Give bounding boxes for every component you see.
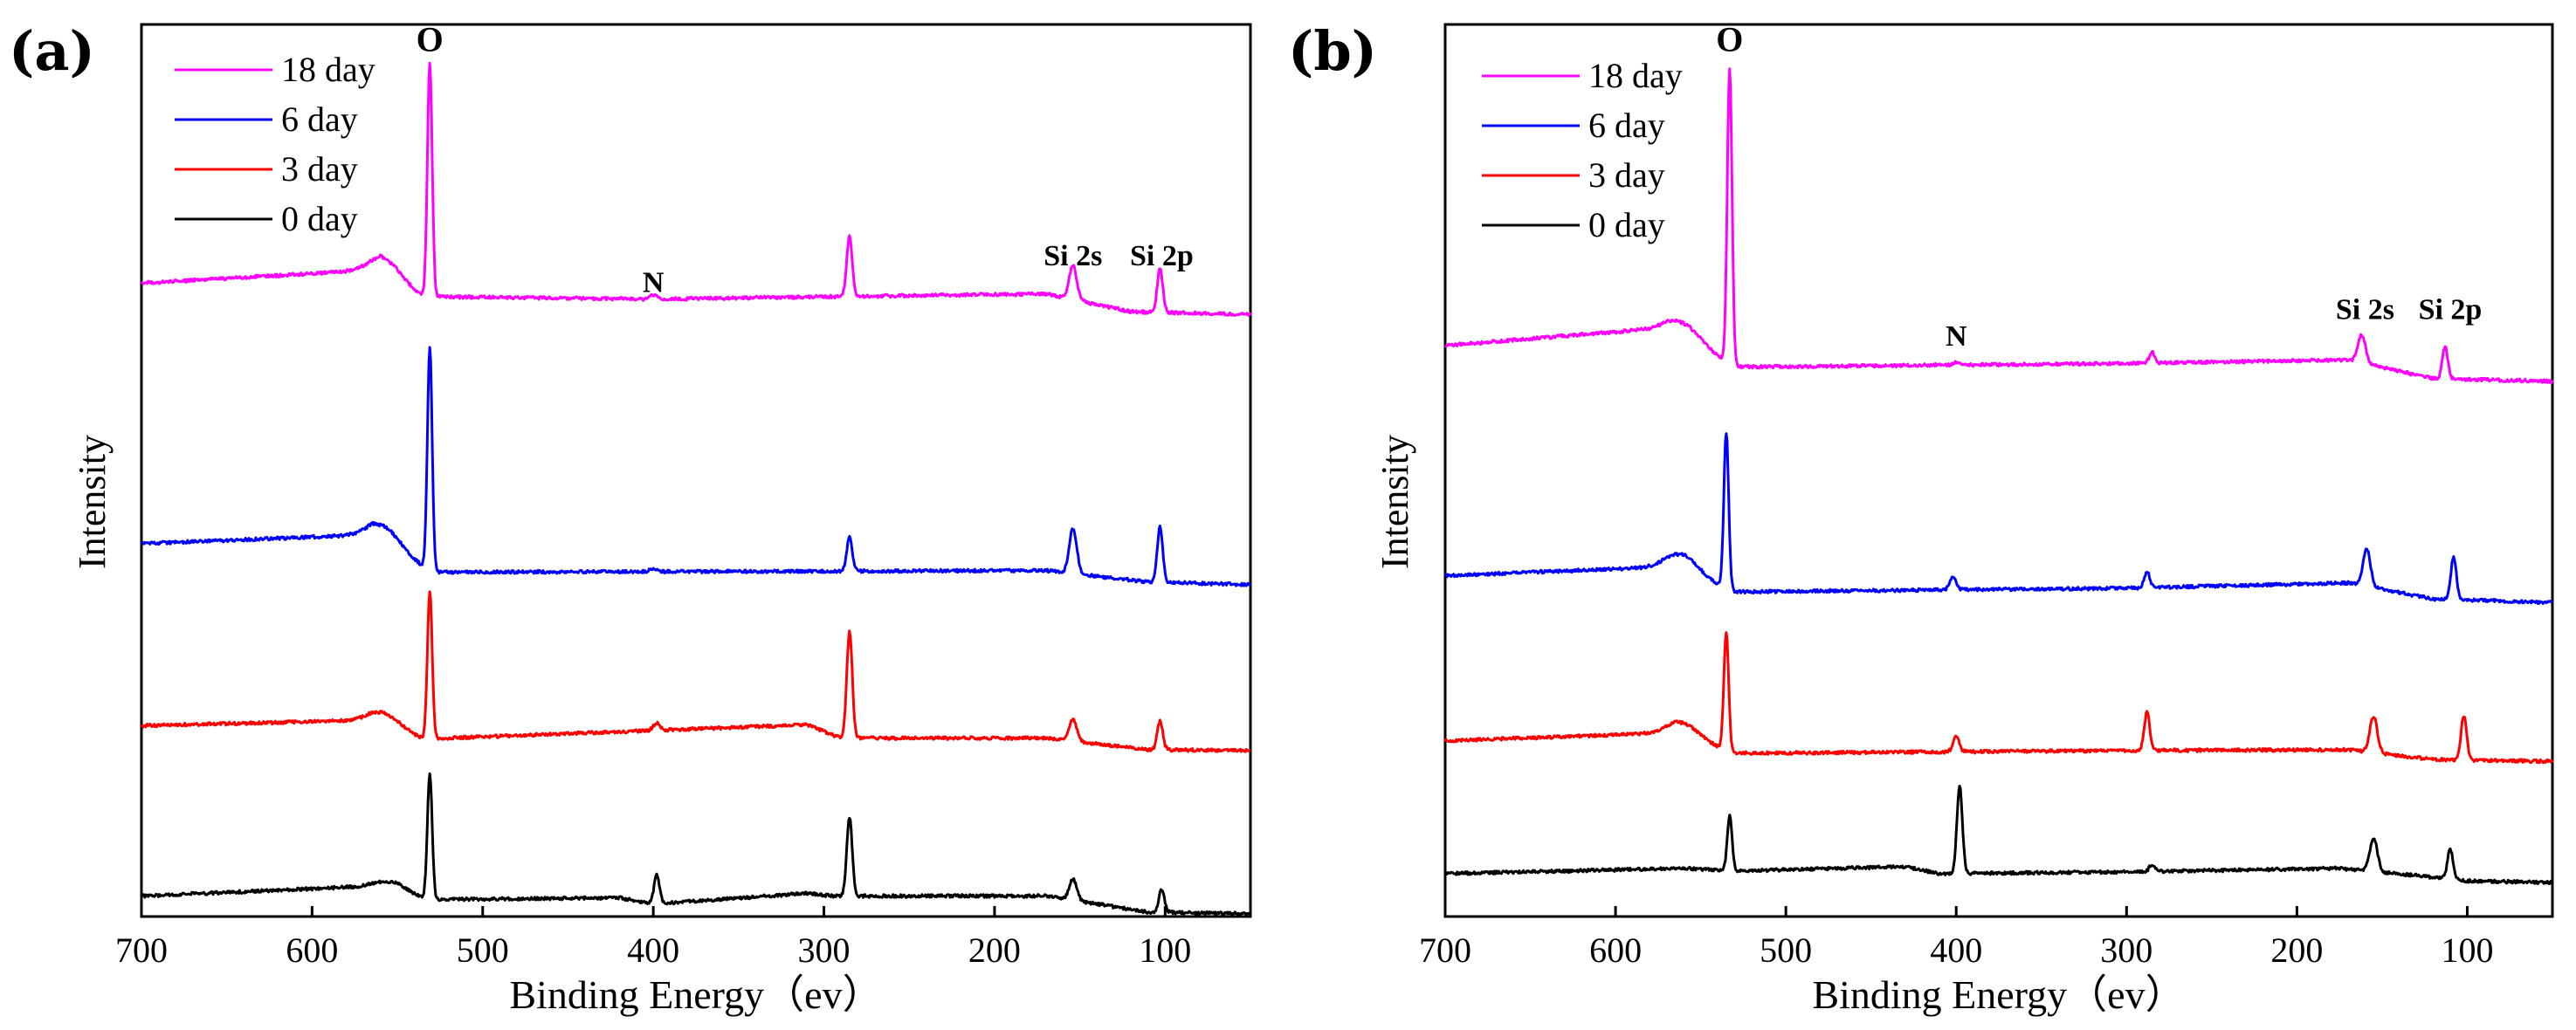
panel-a-x-tick-label: 400 xyxy=(627,930,679,970)
panel-b-peak-label: O xyxy=(1716,20,1743,59)
panel-b-x-tick-label: 600 xyxy=(1589,930,1642,970)
panel-a-legend-label: 3 day xyxy=(281,149,358,189)
panel-a-peak-labels: O N Si 2s Si 2p xyxy=(417,20,1194,299)
panel-a-series-0-day xyxy=(140,772,1252,917)
panel-b-x-tick-label: 300 xyxy=(2100,930,2152,970)
panel-b-legend-label: 3 day xyxy=(1588,155,1665,195)
panel-a-series-6-day xyxy=(141,346,1252,587)
panel-b-legend: 18 day 6 day 3 day 0 day xyxy=(1482,56,1683,244)
panel-b-x-tick-label: 400 xyxy=(1930,930,1982,970)
panel-a-x-ticks: 700 600 500 400 300 200 100 xyxy=(115,906,1191,970)
panel-b-label: (b) xyxy=(1288,19,1377,83)
panel-a-label: (a) xyxy=(9,19,95,83)
panel-a-peak-label: Si 2p xyxy=(1130,240,1194,272)
panel-a-x-axis-label: Binding Energy（ev） xyxy=(509,972,882,1017)
panel-b-plot-frame xyxy=(1443,23,2554,918)
panel-a-curves xyxy=(140,61,1252,917)
panel-b-legend-label: 0 day xyxy=(1588,205,1665,244)
panel-a-x-tick-label: 500 xyxy=(457,930,509,970)
panel-b-series-0-day xyxy=(1443,785,2553,886)
panel-b-legend-label: 18 day xyxy=(1588,56,1683,95)
panel-a-peak-label: Si 2s xyxy=(1043,240,1102,272)
panel-a-series-18-day xyxy=(140,61,1252,317)
panel-a-x-tick-label: 300 xyxy=(798,930,851,970)
panel-b-x-tick-label: 100 xyxy=(2441,930,2493,970)
panel-b-legend-label: 6 day xyxy=(1588,106,1665,145)
panel-b-peak-labels: O N Si 2s Si 2p xyxy=(1716,20,2482,353)
panel-a-x-tick-label: 100 xyxy=(1139,930,1191,970)
panel-a-series-3-day xyxy=(140,590,1251,753)
panel-b-curves xyxy=(1443,67,2554,886)
panel-a-x-tick-label: 700 xyxy=(115,930,168,970)
panel-b-peak-label: N xyxy=(1946,320,1967,353)
panel-a: (a) 700 600 500 400 300 200 100 O N Si 2s Si 2p 1… xyxy=(9,19,1252,1017)
panel-b-peak-label: Si 2p xyxy=(2419,293,2483,326)
panel-b-series-6-day xyxy=(1444,432,2554,605)
panel-a-legend-label: 0 day xyxy=(281,199,358,238)
panel-b-peak-label: Si 2s xyxy=(2336,293,2394,326)
panel-b-series-18-day xyxy=(1443,67,2554,384)
panel-a-plot-frame xyxy=(140,23,1252,918)
panel-b-x-axis-label: Binding Energy（ev） xyxy=(1812,972,2185,1017)
panel-a-peak-label: N xyxy=(643,267,665,299)
panel-b-x-tick-label: 700 xyxy=(1419,930,1471,970)
panel-b-series-3-day xyxy=(1443,631,2554,765)
panel-a-y-axis-label: Intensity xyxy=(71,435,114,569)
panel-b-x-ticks: 700 600 500 400 300 200 100 xyxy=(1419,906,2493,970)
panel-a-legend-label: 6 day xyxy=(281,100,358,139)
panel-a-legend: 18 day 6 day 3 day 0 day xyxy=(175,50,375,238)
panel-a-peak-label: O xyxy=(417,20,444,59)
panel-a-x-tick-label: 600 xyxy=(286,930,338,970)
panel-b: (b) 700 600 500 400 300 200 100 O N Si 2s Si 2p 1… xyxy=(1288,19,2554,1017)
panel-b-y-axis-label: Intensity xyxy=(1374,435,1416,569)
panel-b-x-tick-label: 200 xyxy=(2270,930,2323,970)
panel-a-x-tick-label: 200 xyxy=(968,930,1021,970)
panel-b-x-tick-label: 500 xyxy=(1760,930,1812,970)
panel-a-legend-label: 18 day xyxy=(281,50,375,89)
